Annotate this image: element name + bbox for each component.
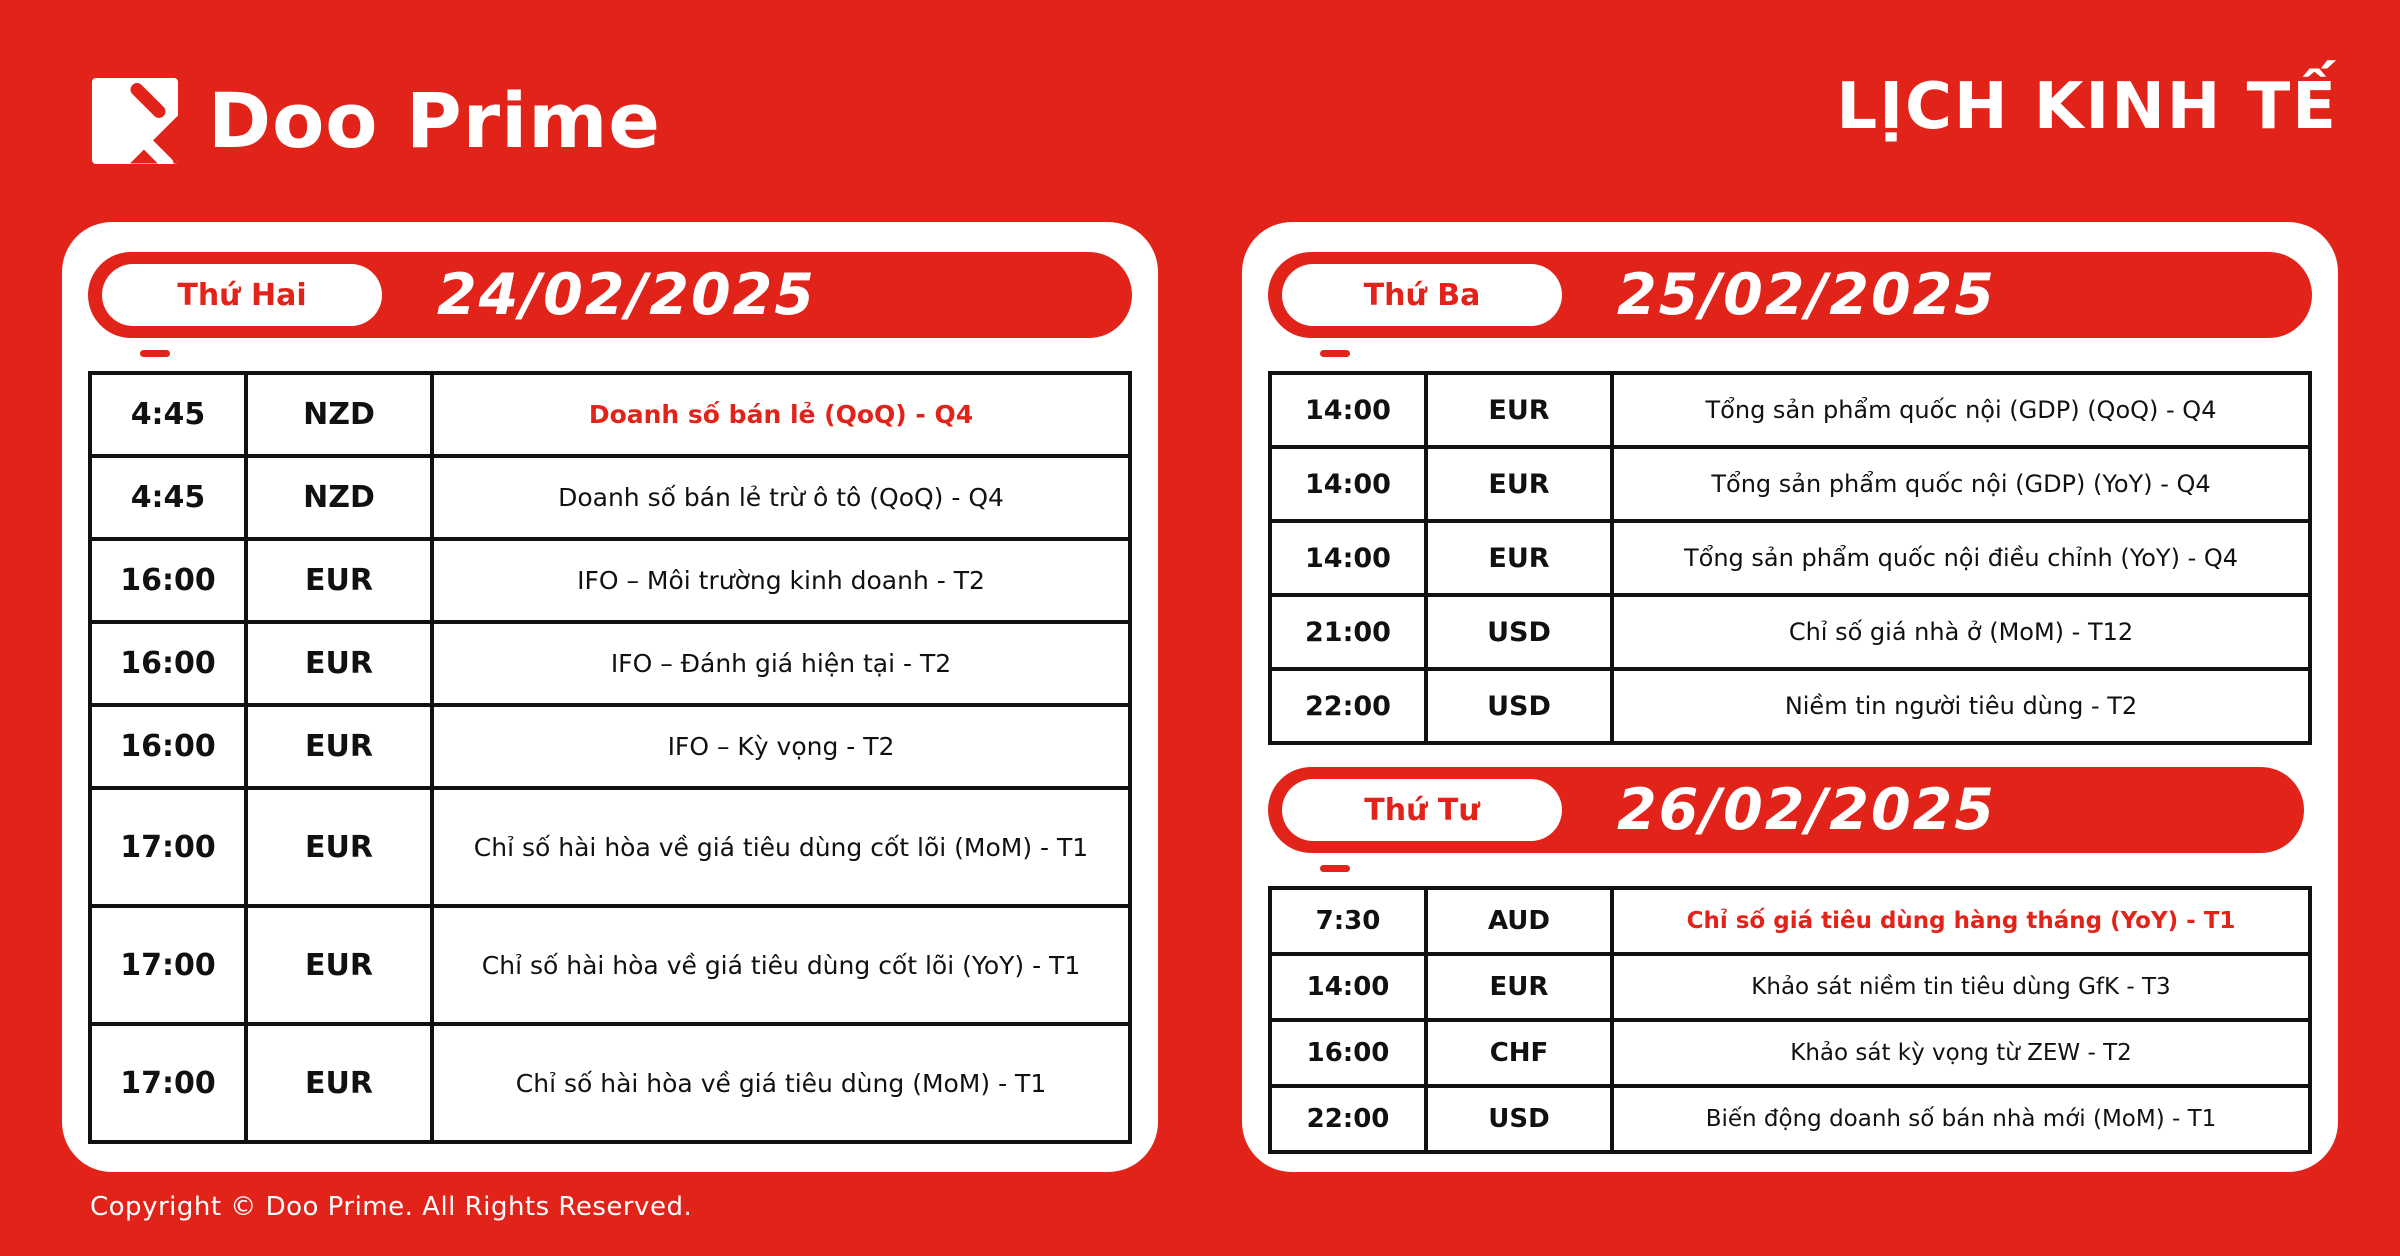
event-currency: EUR xyxy=(1424,371,1614,449)
event-row: 16:00 EUR IFO – Môi trường kinh doanh - … xyxy=(88,537,1132,624)
event-row: 22:00 USD Niềm tin người tiêu dùng - T2 xyxy=(1268,667,2312,745)
event-currency: EUR xyxy=(1424,952,1614,1022)
event-time: 17:00 xyxy=(88,786,248,908)
event-currency: USD xyxy=(1424,1084,1614,1154)
event-row: 4:45 NZD Doanh số bán lẻ trừ ô tô (QoQ) … xyxy=(88,454,1132,541)
event-time: 16:00 xyxy=(88,620,248,707)
event-time: 14:00 xyxy=(1268,371,1428,449)
day-card-monday: Thứ Hai 24/02/2025 4:45 NZD Doanh số bán… xyxy=(62,222,1158,1172)
event-title: Khảo sát kỳ vọng từ ZEW - T2 xyxy=(1610,1018,2312,1088)
event-title: Tổng sản phẩm quốc nội điều chỉnh (YoY) … xyxy=(1610,519,2312,597)
event-row: 17:00 EUR Chỉ số hài hòa về giá tiêu dùn… xyxy=(88,904,1132,1026)
event-title: Niềm tin người tiêu dùng - T2 xyxy=(1610,667,2312,745)
event-currency: EUR xyxy=(244,904,434,1026)
event-row: 14:00 EUR Tổng sản phẩm quốc nội (GDP) (… xyxy=(1268,445,2312,523)
day-name-pill: Thứ Ba xyxy=(1282,264,1562,326)
event-title: Chỉ số giá tiêu dùng hàng tháng (YoY) - … xyxy=(1610,886,2312,956)
day-name-label: Thứ Hai xyxy=(177,277,307,313)
event-row: 22:00 USD Biến động doanh số bán nhà mới… xyxy=(1268,1084,2312,1154)
event-time: 21:00 xyxy=(1268,593,1428,671)
day-header-tuesday: Thứ Ba 25/02/2025 xyxy=(1268,252,2312,338)
day-date: 26/02/2025 xyxy=(1617,777,1996,843)
event-row: 16:00 EUR IFO – Đánh giá hiện tại - T2 xyxy=(88,620,1132,707)
event-title: Chỉ số hài hòa về giá tiêu dùng (MoM) - … xyxy=(430,1022,1132,1144)
event-currency: USD xyxy=(1424,667,1614,745)
accent-dash xyxy=(1320,350,1350,357)
events-table-tuesday: 14:00 EUR Tổng sản phẩm quốc nội (GDP) (… xyxy=(1268,371,2312,745)
event-currency: EUR xyxy=(244,620,434,707)
event-title: Chỉ số hài hòa về giá tiêu dùng cốt lõi … xyxy=(430,786,1132,908)
event-time: 17:00 xyxy=(88,904,248,1026)
event-time: 14:00 xyxy=(1268,519,1428,597)
event-title: Khảo sát niềm tin tiêu dùng GfK - T3 xyxy=(1610,952,2312,1022)
logo-wordmark: Doo Prime xyxy=(208,76,661,165)
day-name-label: Thứ Ba xyxy=(1363,277,1481,313)
day-name-pill: Thứ Tư xyxy=(1282,779,1562,841)
event-row: 4:45 NZD Doanh số bán lẻ (QoQ) - Q4 xyxy=(88,371,1132,458)
event-title: Chỉ số hài hòa về giá tiêu dùng cốt lõi … xyxy=(430,904,1132,1026)
events-table-monday: 4:45 NZD Doanh số bán lẻ (QoQ) - Q4 4:45… xyxy=(88,371,1132,1144)
event-title: Doanh số bán lẻ trừ ô tô (QoQ) - Q4 xyxy=(430,454,1132,541)
events-table-wednesday: 7:30 AUD Chỉ số giá tiêu dùng hàng tháng… xyxy=(1268,886,2312,1154)
day-header-wednesday: Thứ Tư 26/02/2025 xyxy=(1268,767,2304,853)
doo-prime-logo-icon xyxy=(92,77,178,164)
event-title: Biến động doanh số bán nhà mới (MoM) - T… xyxy=(1610,1084,2312,1154)
event-title: Tổng sản phẩm quốc nội (GDP) (YoY) - Q4 xyxy=(1610,445,2312,523)
event-row: 17:00 EUR Chỉ số hài hòa về giá tiêu dùn… xyxy=(88,786,1132,908)
doo-prime-logo: Doo Prime xyxy=(92,76,661,165)
event-time: 14:00 xyxy=(1268,445,1428,523)
event-currency: USD xyxy=(1424,593,1614,671)
event-row: 7:30 AUD Chỉ số giá tiêu dùng hàng tháng… xyxy=(1268,886,2312,956)
copyright-text: Copyright © Doo Prime. All Rights Reserv… xyxy=(90,1192,693,1222)
event-title: Chỉ số giá nhà ở (MoM) - T12 xyxy=(1610,593,2312,671)
event-time: 22:00 xyxy=(1268,1084,1428,1154)
day-card-tuesday-wednesday: Thứ Ba 25/02/2025 14:00 EUR Tổng sản phẩ… xyxy=(1242,222,2338,1172)
event-time: 14:00 xyxy=(1268,952,1428,1022)
event-row: 21:00 USD Chỉ số giá nhà ở (MoM) - T12 xyxy=(1268,593,2312,671)
event-title: IFO – Kỳ vọng - T2 xyxy=(430,703,1132,790)
day-date: 24/02/2025 xyxy=(437,262,816,328)
day-name-label: Thứ Tư xyxy=(1364,792,1480,828)
event-row: 14:00 EUR Khảo sát niềm tin tiêu dùng Gf… xyxy=(1268,952,2312,1022)
logo-diagonal-stroke-icon xyxy=(127,79,169,121)
event-time: 16:00 xyxy=(88,703,248,790)
event-currency: EUR xyxy=(1424,519,1614,597)
event-currency: AUD xyxy=(1424,886,1614,956)
event-time: 4:45 xyxy=(88,454,248,541)
event-row: 14:00 EUR Tổng sản phẩm quốc nội (GDP) (… xyxy=(1268,371,2312,449)
day-name-pill: Thứ Hai xyxy=(102,264,382,326)
event-currency: EUR xyxy=(244,537,434,624)
day-header-monday: Thứ Hai 24/02/2025 xyxy=(88,252,1132,338)
accent-dash xyxy=(140,350,170,357)
event-time: 22:00 xyxy=(1268,667,1428,745)
event-currency: CHF xyxy=(1424,1018,1614,1088)
event-currency: NZD xyxy=(244,371,434,458)
event-currency: NZD xyxy=(244,454,434,541)
event-title: IFO – Môi trường kinh doanh - T2 xyxy=(430,537,1132,624)
event-row: 14:00 EUR Tổng sản phẩm quốc nội điều ch… xyxy=(1268,519,2312,597)
event-currency: EUR xyxy=(244,786,434,908)
accent-dash xyxy=(1320,865,1350,872)
event-title: Tổng sản phẩm quốc nội (GDP) (QoQ) - Q4 xyxy=(1610,371,2312,449)
page-title: LỊCH KINH TẾ xyxy=(1836,70,2338,144)
event-currency: EUR xyxy=(244,703,434,790)
event-row: 16:00 CHF Khảo sát kỳ vọng từ ZEW - T2 xyxy=(1268,1018,2312,1088)
event-time: 7:30 xyxy=(1268,886,1428,956)
event-currency: EUR xyxy=(1424,445,1614,523)
event-time: 16:00 xyxy=(88,537,248,624)
event-currency: EUR xyxy=(244,1022,434,1144)
event-title: IFO – Đánh giá hiện tại - T2 xyxy=(430,620,1132,707)
event-row: 17:00 EUR Chỉ số hài hòa về giá tiêu dùn… xyxy=(88,1022,1132,1144)
event-time: 16:00 xyxy=(1268,1018,1428,1088)
event-time: 17:00 xyxy=(88,1022,248,1144)
event-title: Doanh số bán lẻ (QoQ) - Q4 xyxy=(430,371,1132,458)
day-date: 25/02/2025 xyxy=(1617,262,1996,328)
event-time: 4:45 xyxy=(88,371,248,458)
event-row: 16:00 EUR IFO – Kỳ vọng - T2 xyxy=(88,703,1132,790)
